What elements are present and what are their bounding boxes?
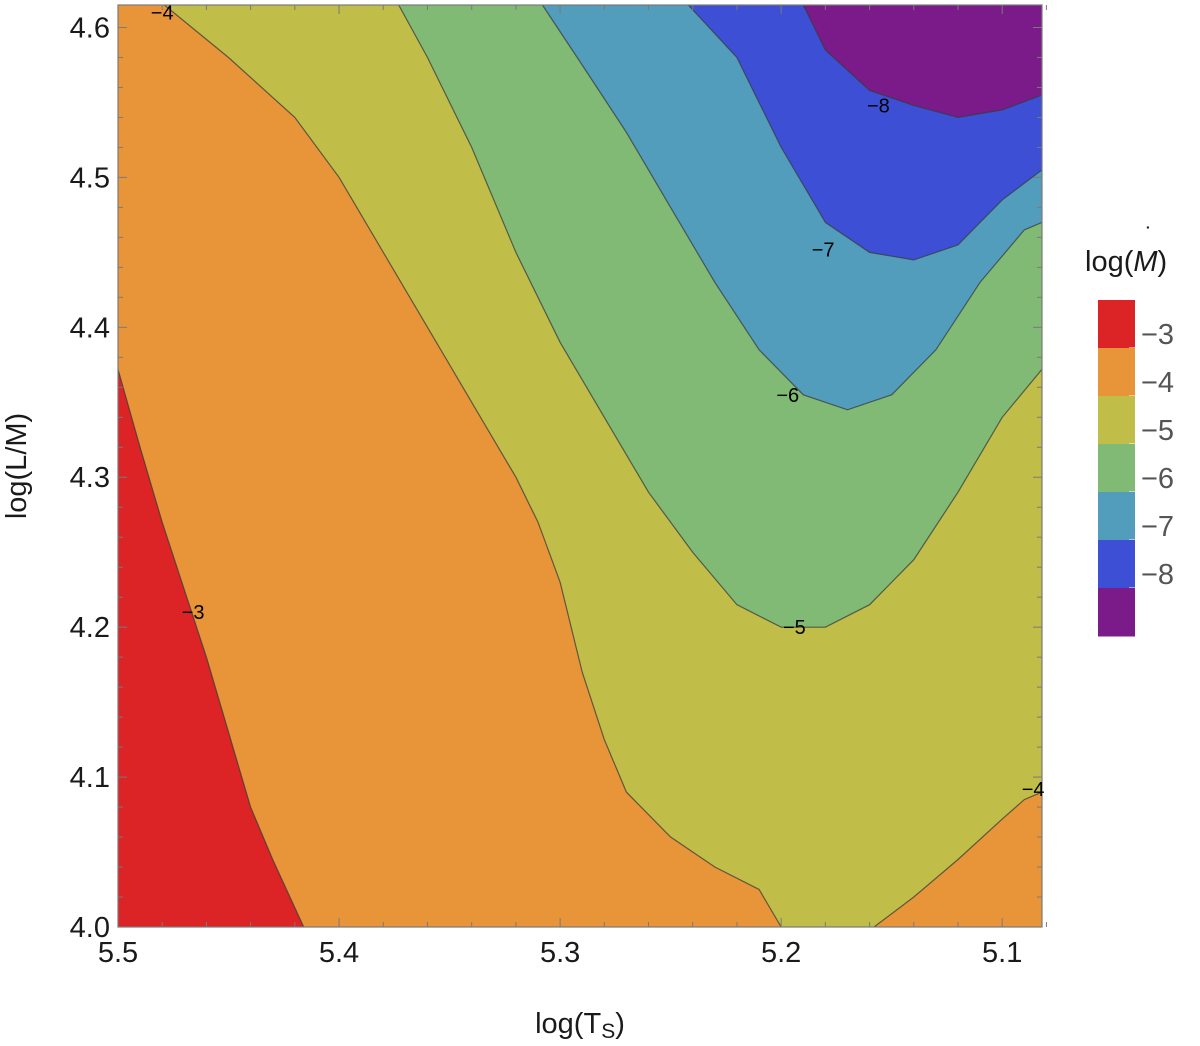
y-axis-title: log(L/M) — [1, 413, 33, 519]
legend-swatch — [1098, 300, 1135, 349]
dot-accent: ˙ — [1145, 223, 1153, 250]
y-tick-label: 4.5 — [70, 162, 110, 194]
legend-swatch — [1098, 492, 1135, 541]
contour-band-7 — [803, 5, 1042, 118]
legend-tick-label: −3 — [1141, 319, 1174, 351]
y-tick-label: 4.6 — [70, 12, 110, 44]
contour-label: −5 — [783, 617, 806, 639]
legend-tick-label: −4 — [1141, 367, 1174, 399]
contour-label: −4 — [151, 2, 174, 24]
y-tick-label: 4.4 — [70, 312, 110, 344]
legend-swatch — [1098, 396, 1135, 445]
contour-lines — [118, 5, 1042, 927]
y-tick-label: 4.3 — [70, 462, 110, 494]
contour-line-0 — [118, 369, 305, 927]
y-tick-label: 4.0 — [70, 912, 110, 944]
x-tick-label: 5.5 — [98, 937, 138, 969]
contour-label: −6 — [776, 385, 799, 407]
legend-tick-label: −7 — [1141, 511, 1174, 543]
axis-ticks: 5.5 5.4 5.3 5.2 5.1 4.0 4.1 4.2 4.3 4.4 4.5 4.6 — [70, 5, 1047, 969]
x-axis-title: log(TS) — [535, 1008, 625, 1041]
contour-level-labels: −3 −4 −4 −5 −6 −7 −8 — [151, 2, 1045, 801]
y-tick-label: 4.2 — [70, 612, 110, 644]
contour-label: −4 — [1022, 779, 1045, 801]
contour-label: −3 — [182, 602, 205, 624]
contour-line-6 — [802, 5, 1042, 119]
plot-frame — [117, 4, 1043, 928]
contour-line-3 — [398, 5, 1042, 628]
x-tick-label: 5.1 — [982, 937, 1022, 969]
legend-swatch — [1098, 588, 1135, 637]
contour-bands — [118, 5, 1042, 927]
contour-label: −8 — [867, 95, 890, 117]
y-tick-label: 4.1 — [70, 762, 110, 794]
x-tick-label: 5.2 — [761, 937, 801, 969]
legend-title: log(M) — [1085, 246, 1167, 278]
legend-tick-label: −5 — [1141, 415, 1174, 447]
legend-tick-label: −6 — [1141, 463, 1174, 495]
legend: log(M) ˙ −3 −4 −5 −6 −7 −8 — [1085, 223, 1174, 637]
legend-swatch — [1098, 540, 1135, 589]
x-tick-label: 5.4 — [319, 937, 359, 969]
contour-line-1 — [164, 5, 782, 927]
contour-line-4 — [541, 5, 1042, 411]
contour-line-2 — [873, 791, 1042, 927]
x-tick-label: 5.3 — [540, 937, 580, 969]
plot-border — [117, 4, 1043, 928]
legend-swatch — [1098, 444, 1135, 493]
contour-label: −7 — [812, 239, 835, 261]
contour-line-5 — [687, 5, 1042, 261]
legend-swatch — [1098, 348, 1135, 397]
legend-tick-label: −8 — [1141, 559, 1174, 591]
